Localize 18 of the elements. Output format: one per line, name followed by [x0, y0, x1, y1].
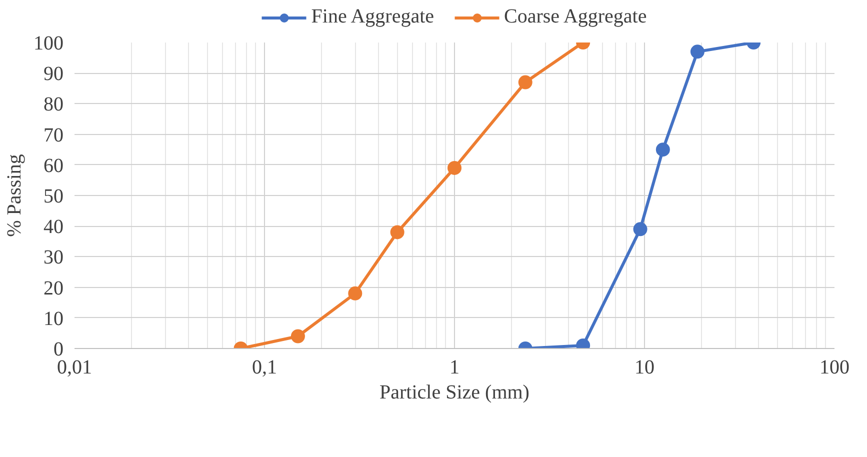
- y-tick-label: 40: [44, 216, 64, 238]
- y-tick-label: 50: [44, 186, 64, 208]
- x-tick-label: 0,1: [252, 356, 277, 378]
- x-tick-label: 100: [820, 356, 850, 378]
- x-tick-label: 1: [450, 356, 460, 378]
- y-axis-title: % Passing: [4, 154, 26, 237]
- y-tick-label: 90: [44, 63, 64, 86]
- y-tick-label: 80: [44, 94, 64, 116]
- y-tick-label: 10: [44, 308, 64, 330]
- y-tick-label: 30: [44, 246, 64, 269]
- x-axis-title: Particle Size (mm): [380, 382, 530, 404]
- legend-label: Coarse Aggregate: [504, 6, 647, 28]
- y-tick-label: 60: [44, 154, 64, 177]
- x-tick-label: 10: [634, 356, 654, 378]
- y-tick-label: 100: [34, 32, 64, 54]
- y-tick-label: 20: [44, 277, 64, 300]
- legend-label: Fine Aggregate: [311, 6, 434, 28]
- y-tick-label: 70: [44, 124, 64, 146]
